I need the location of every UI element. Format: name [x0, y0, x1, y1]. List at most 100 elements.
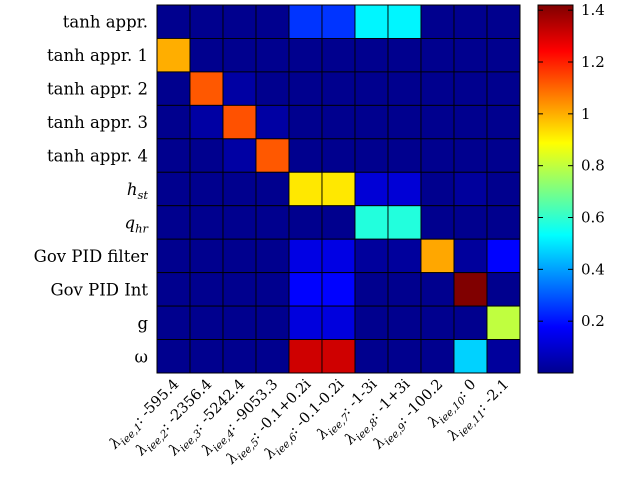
heatmap-cell: [486, 71, 521, 106]
colorbar-tick-label: 0.4: [581, 260, 605, 278]
heatmap-cell: [255, 305, 290, 340]
heatmap-cell: [288, 205, 323, 240]
heatmap-cell: [387, 171, 422, 207]
heatmap-cell: [288, 272, 323, 307]
heatmap-cell: [321, 238, 356, 274]
heatmap-cell: [420, 138, 455, 173]
heatmap-cell: [321, 205, 356, 240]
heatmap-cells: [156, 4, 521, 374]
heatmap-cell: [288, 4, 323, 39]
heatmap-cell: [189, 38, 224, 73]
row-label: g: [137, 314, 148, 333]
row-label: hst: [127, 180, 149, 202]
colorbar-ticks: 0.2 0.4 0.6 0.8 1 1.2 1.4: [538, 1, 605, 330]
heatmap-cell: [288, 71, 323, 106]
heatmap-cell: [156, 205, 191, 240]
heatmap-cell: [189, 238, 224, 274]
row-label: ω: [135, 347, 148, 366]
heatmap-cell: [486, 38, 521, 73]
heatmap-cell: [189, 272, 224, 307]
heatmap-cell: [354, 272, 389, 307]
heatmap-cell: [354, 138, 389, 173]
heatmap-cell: [255, 238, 290, 274]
heatmap-cell: [420, 171, 455, 207]
heatmap-cell: [255, 71, 290, 106]
heatmap-cell: [288, 104, 323, 140]
heatmap-cell: [321, 38, 356, 73]
heatmap-cell: [321, 171, 356, 207]
heatmap-cell: [420, 104, 455, 140]
heatmap-cell: [453, 272, 488, 307]
heatmap-cell: [453, 305, 488, 340]
heatmap-cell: [222, 4, 257, 39]
row-label: qhr: [125, 213, 150, 235]
heatmap-cell: [486, 339, 521, 374]
heatmap-cell: [453, 38, 488, 73]
heatmap-cell: [288, 38, 323, 73]
heatmap-cell: [387, 71, 422, 106]
heatmap-cell: [255, 138, 290, 173]
row-label: Gov PID Int: [50, 280, 148, 299]
heatmap-cell: [354, 171, 389, 207]
heatmap-cell: [156, 4, 191, 39]
row-label: tanh appr. 3: [47, 113, 148, 132]
heatmap-cell: [453, 4, 488, 39]
heatmap-cell: [453, 339, 488, 374]
colorbar-tick-label: 1: [581, 105, 591, 123]
heatmap-cell: [387, 339, 422, 374]
heatmap-cell: [321, 138, 356, 173]
heatmap-cell: [189, 4, 224, 39]
heatmap-cell: [420, 4, 455, 39]
heatmap-cell: [222, 339, 257, 374]
heatmap-cell: [222, 238, 257, 274]
heatmap-cell: [420, 305, 455, 340]
heatmap-cell: [354, 4, 389, 39]
heatmap-cell: [387, 238, 422, 274]
row-labels: tanh appr. tanh appr. 1 tanh appr. 2 tanh a…: [34, 13, 150, 367]
heatmap-cell: [486, 272, 521, 307]
heatmap-cell: [222, 104, 257, 140]
heatmap-cell: [420, 272, 455, 307]
heatmap-cell: [354, 38, 389, 73]
heatmap-cell: [420, 205, 455, 240]
heatmap-cell: [189, 205, 224, 240]
heatmap-cell: [255, 38, 290, 73]
heatmap-cell: [486, 4, 521, 39]
heatmap-cell: [420, 71, 455, 106]
heatmap-cell: [486, 238, 521, 274]
heatmap-cell: [486, 104, 521, 140]
heatmap-cell: [222, 205, 257, 240]
heatmap-cell: [321, 4, 356, 39]
heatmap-cell: [255, 4, 290, 39]
row-label: tanh appr. 1: [47, 46, 148, 65]
colorbar-gradient: [537, 4, 574, 374]
heatmap-cell: [321, 71, 356, 106]
heatmap-cell: [288, 171, 323, 207]
heatmap-cell: [387, 38, 422, 73]
heatmap-cell: [156, 238, 191, 274]
heatmap-cell: [486, 171, 521, 207]
heatmap-cell: [222, 71, 257, 106]
heatmap-cell: [486, 138, 521, 173]
heatmap-cell: [387, 138, 422, 173]
heatmap-cell: [321, 305, 356, 340]
heatmap-cell: [189, 171, 224, 207]
heatmap-cell: [156, 339, 191, 374]
heatmap-cell: [420, 238, 455, 274]
heatmap-cell: [453, 238, 488, 274]
heatmap-cell: [288, 138, 323, 173]
heatmap-cell: [156, 38, 191, 73]
colorbar-tick-label: 0.6: [581, 209, 605, 227]
heatmap-cell: [288, 238, 323, 274]
heatmap-cell: [354, 205, 389, 240]
row-label: tanh appr. 4: [47, 147, 148, 166]
heatmap-cell: [486, 205, 521, 240]
heatmap-cell: [354, 339, 389, 374]
heatmap-cell: [354, 71, 389, 106]
heatmap-cell: [288, 339, 323, 374]
heatmap-cell: [189, 104, 224, 140]
heatmap-cell: [420, 38, 455, 73]
colorbar-tick-label: 0.2: [581, 312, 605, 330]
